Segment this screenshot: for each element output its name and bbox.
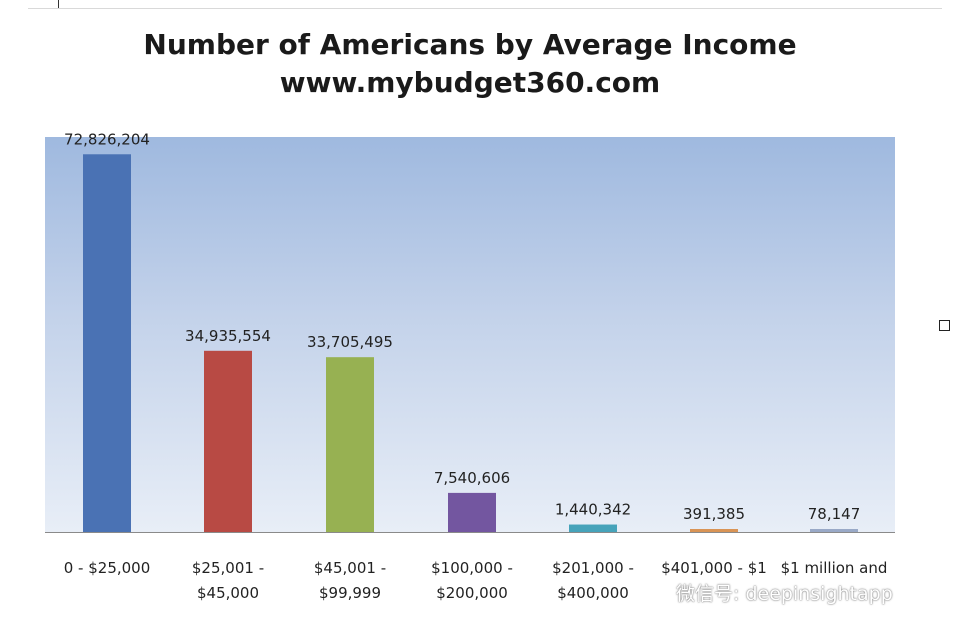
data-label-4: 1,440,342	[555, 501, 631, 519]
corner-mark	[58, 0, 59, 8]
watermark: 微信号: deepinsightapp	[642, 578, 893, 606]
category-label-6-0: $1 million and	[781, 559, 888, 577]
chart-title: Number of Americans by Average Income	[143, 28, 797, 61]
data-label-6: 78,147	[808, 505, 861, 523]
plot-area	[45, 137, 895, 532]
side-square-marker	[939, 320, 950, 331]
bar-0	[83, 154, 131, 532]
bar-3	[448, 492, 496, 532]
category-label-4-1: $400,000	[557, 584, 629, 602]
data-label-1: 34,935,554	[185, 327, 271, 345]
category-label-5-0: $401,000 - $1	[661, 559, 767, 577]
bar-6	[810, 529, 858, 532]
category-label-1-1: $45,000	[197, 584, 259, 602]
category-label-0-0: 0 - $25,000	[64, 559, 151, 577]
bar-5	[690, 529, 738, 532]
chart-title-block: Number of Americans by Average Income ww…	[40, 26, 900, 102]
bar-4	[569, 524, 617, 532]
watermark-text: 微信号: deepinsightapp	[676, 582, 893, 605]
category-label-2-1: $99,999	[319, 584, 381, 602]
category-label-2-0: $45,001 -	[314, 559, 386, 577]
category-label-3-1: $200,000	[436, 584, 508, 602]
category-label-4-0: $201,000 -	[552, 559, 634, 577]
category-label-1-0: $25,001 -	[192, 559, 264, 577]
bar-1	[204, 350, 252, 532]
data-label-0: 72,826,204	[64, 130, 150, 148]
top-divider-line	[28, 8, 942, 9]
bar-2	[326, 357, 374, 532]
data-label-3: 7,540,606	[434, 469, 510, 487]
chart-subtitle: www.mybudget360.com	[279, 66, 661, 99]
data-label-2: 33,705,495	[307, 333, 393, 351]
wechat-icon	[643, 582, 669, 601]
data-label-5: 391,385	[683, 505, 745, 523]
category-label-3-0: $100,000 -	[431, 559, 513, 577]
